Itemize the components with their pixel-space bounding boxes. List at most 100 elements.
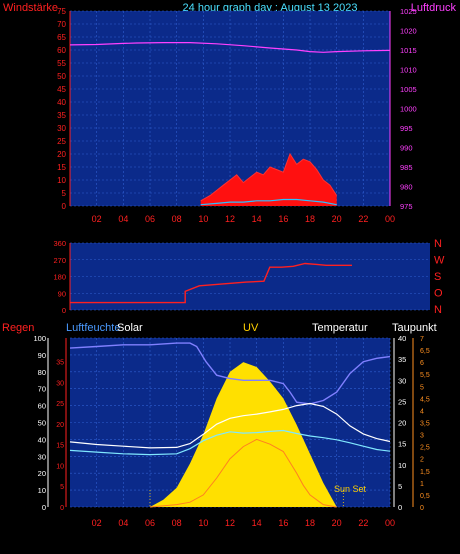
panel1-left-tick: 25 bbox=[57, 137, 66, 146]
panel3-x-tick: 22 bbox=[358, 518, 368, 528]
wind-gust-line bbox=[200, 152, 338, 202]
panel1-left-tick: 10 bbox=[57, 176, 66, 185]
panel2-left-tick: 0 bbox=[62, 306, 66, 315]
wind-avg-line bbox=[200, 198, 337, 206]
uv-line bbox=[149, 438, 337, 508]
panel1-x-axis: 02 04 06 08 10 12 14 16 18 20 22 00 bbox=[92, 214, 395, 224]
panel2-left-tick: 180 bbox=[53, 273, 66, 282]
panel1-left-tick: 40 bbox=[57, 98, 66, 107]
panel1-x-tick: 00 bbox=[385, 214, 395, 224]
panel1-left-tick: 55 bbox=[57, 59, 66, 68]
panel2-grid bbox=[70, 242, 430, 311]
temperature-tick: 30 bbox=[398, 376, 406, 385]
panel1-left-tick: 70 bbox=[57, 20, 66, 29]
solar-tick: 0 bbox=[60, 505, 64, 512]
panel1-left-tick: 15 bbox=[57, 163, 66, 172]
panel1-x-tick: 20 bbox=[332, 214, 342, 224]
panel1-left-tick: 45 bbox=[57, 85, 66, 94]
panel1-right-tick: 1000 bbox=[400, 105, 417, 114]
panel3-x-tick: 06 bbox=[145, 518, 155, 528]
panel1-x-tick: 14 bbox=[252, 214, 262, 224]
humidity-tick: 10 bbox=[38, 486, 46, 495]
solar-tick: 10 bbox=[56, 463, 64, 470]
panel1-x-tick: 16 bbox=[278, 214, 288, 224]
panel1-x-tick: 22 bbox=[358, 214, 368, 224]
temperature-tick: 25 bbox=[398, 397, 406, 406]
panel2-left-axis: 0 90 180 270 360 bbox=[53, 239, 71, 315]
panel3-x-tick: 18 bbox=[305, 518, 315, 528]
panel2-right-tick: S bbox=[434, 271, 441, 283]
temperature-tick: 40 bbox=[398, 334, 406, 343]
solar-tick: 20 bbox=[56, 422, 64, 429]
panel1-right-tick: 1015 bbox=[400, 46, 417, 55]
panel1-right-tick: 1005 bbox=[400, 85, 417, 94]
panel1-right-tick: 985 bbox=[400, 163, 413, 172]
panel1-right-tick: 1010 bbox=[400, 66, 417, 75]
humidity-tick: 40 bbox=[38, 435, 46, 444]
panel3-x-tick: 14 bbox=[252, 518, 262, 528]
humidity-tick: 80 bbox=[38, 368, 46, 377]
pressure-line bbox=[69, 41, 391, 53]
panel3-x-tick: 10 bbox=[198, 518, 208, 528]
panel1-right-tick: 990 bbox=[400, 144, 413, 153]
temperature-tick: 5 bbox=[398, 482, 402, 491]
dewpoint-tick: 5 bbox=[420, 384, 424, 391]
panel1-x-tick: 12 bbox=[225, 214, 235, 224]
panel3-x-tick: 04 bbox=[118, 518, 128, 528]
humidity-tick: 50 bbox=[38, 419, 46, 428]
temperature-tick: 35 bbox=[398, 355, 406, 364]
humidity-tick: 20 bbox=[38, 469, 46, 478]
solar-yellow-area bbox=[150, 362, 337, 507]
panel1-right-tick: 995 bbox=[400, 124, 413, 133]
dewpoint-tick: 0 bbox=[420, 505, 424, 512]
temperature-label: Temperatur bbox=[312, 322, 368, 334]
dewpoint-label: Taupunkt bbox=[392, 322, 437, 334]
dewpoint-tick: 3,5 bbox=[420, 421, 430, 428]
panel1-left-tick: 60 bbox=[57, 46, 66, 55]
panel2-right-tick: N bbox=[434, 304, 442, 316]
solar-tick: 35 bbox=[56, 359, 64, 366]
wind-gust-area bbox=[200, 154, 337, 206]
panel1-right-tick: 975 bbox=[400, 202, 413, 211]
humidity-tick: 0 bbox=[42, 503, 46, 512]
dewpoint-tick: 2,5 bbox=[420, 445, 430, 452]
humidity-tick: 70 bbox=[38, 385, 46, 394]
dewpoint-tick: 1 bbox=[420, 481, 424, 488]
panel1-right-tick: 1020 bbox=[400, 27, 417, 36]
dewpoint-tick: 3 bbox=[420, 433, 424, 440]
panel1-left-tick: 50 bbox=[57, 72, 66, 81]
temperature-tick: 10 bbox=[398, 461, 406, 470]
solar-label: Solar bbox=[117, 322, 143, 334]
panel1-left-tick: 30 bbox=[57, 124, 66, 133]
solar-tick: 15 bbox=[56, 443, 64, 450]
humidity-tick: 100 bbox=[33, 334, 46, 343]
dewpoint-tick: 6,5 bbox=[420, 348, 430, 355]
panel1-left-tick: 0 bbox=[62, 202, 67, 211]
temperature-tick: 15 bbox=[398, 440, 406, 449]
dewpoint-tick: 5,5 bbox=[420, 372, 430, 379]
panel2-left-tick: 360 bbox=[53, 239, 66, 248]
humidity-label: Luftfeuchte bbox=[66, 322, 120, 334]
dewpoint-tick: 0,5 bbox=[420, 493, 430, 500]
panel2-left-tick: 90 bbox=[58, 289, 66, 298]
temperature-line bbox=[69, 402, 391, 449]
panel1-right-axis: 975 980 985 990 995 1000 1005 1010 1015 1020 1025 bbox=[389, 7, 417, 211]
panel1-right-tick: 1025 bbox=[400, 7, 417, 16]
panel1-x-tick: 10 bbox=[198, 214, 208, 224]
panel1-left-axis: 0 5 10 15 20 25 30 35 40 45 50 55 60 65 70 75 bbox=[57, 7, 71, 211]
dewpoint-tick: 7 bbox=[420, 336, 424, 343]
panel1-x-tick: 06 bbox=[145, 214, 155, 224]
panel3-x-tick: 00 bbox=[385, 518, 395, 528]
humidity-line bbox=[69, 342, 391, 405]
regen-label: Regen bbox=[2, 322, 34, 334]
header-left-label: Windstärke bbox=[3, 2, 58, 14]
wind-direction-line bbox=[70, 262, 352, 304]
temperature-tick: 20 bbox=[398, 419, 406, 428]
humidity-tick: 90 bbox=[38, 351, 46, 360]
panel3-axes: 0102030405060708090100051015202530350510… bbox=[33, 334, 429, 512]
panel3-x-tick: 02 bbox=[92, 518, 102, 528]
panel2-series bbox=[70, 262, 352, 304]
panel1-x-tick: 18 bbox=[305, 214, 315, 224]
panel2-left-tick: 270 bbox=[53, 256, 66, 265]
